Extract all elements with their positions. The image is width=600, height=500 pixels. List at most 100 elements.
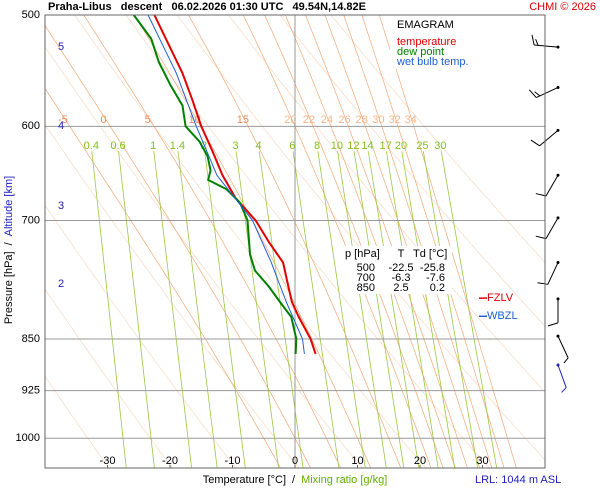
mixing-ratio-label: 2 <box>201 140 207 152</box>
mixing-ratio-line <box>353 151 405 468</box>
wind-staff <box>545 217 559 239</box>
mixing-ratio-label: 0.6 <box>110 140 125 152</box>
dry-adiabat <box>45 46 363 468</box>
y-tick-label: 850 <box>22 333 40 345</box>
table-header: T <box>398 248 405 260</box>
wind-barb <box>556 363 567 393</box>
wind-feather <box>535 193 547 197</box>
y-tick-label: 500 <box>22 9 40 21</box>
mixing-ratio-line <box>91 151 127 468</box>
dry-adiabat <box>45 288 173 468</box>
y-tick-label: 700 <box>22 214 40 226</box>
moist-adiabat <box>83 15 342 468</box>
moist-adiabat <box>378 15 517 468</box>
table-cell: 500 <box>357 262 375 274</box>
mixing-ratio-label: 8 <box>314 140 320 152</box>
table-header: Td [°C] <box>413 248 447 260</box>
profile-line <box>132 14 298 354</box>
table-cell: -25.8 <box>420 262 445 274</box>
mixing-ratio-line <box>422 151 478 468</box>
wind-staff <box>557 364 567 388</box>
moist-adiabat-label: 26 <box>338 114 350 126</box>
legend-label: temperature <box>397 36 456 48</box>
x-axis-title-2: Mixing ratio [g/kg] <box>301 474 387 486</box>
wind-barb <box>530 128 560 147</box>
mixing-ratio-line <box>440 151 498 468</box>
dry-adiabat <box>279 15 545 327</box>
table-cell: -6.3 <box>392 272 411 284</box>
x-axis-title: Temperature [°C] <box>203 474 286 486</box>
wind-staff <box>557 335 569 359</box>
dry-adiabat <box>45 466 46 468</box>
chart-title: Praha-Libus descent 06.02.2026 01:30 UTC… <box>48 1 366 13</box>
legend-label: wet bulb temp. <box>396 56 469 68</box>
dry-adiabat <box>228 15 545 393</box>
mixing-ratio-line <box>337 151 387 468</box>
profile-line <box>147 14 305 354</box>
mixing-ratio-line <box>204 151 246 468</box>
altitude-tick-label: 2 <box>58 278 64 290</box>
wind-feather <box>547 322 559 327</box>
separator: / <box>292 474 296 486</box>
moist-adiabat <box>134 15 372 468</box>
table-cell: 0.2 <box>430 282 445 294</box>
y-axis-title: Pressure [hPa] <box>3 251 15 324</box>
moist-adiabat-label: 15 <box>237 114 249 126</box>
moist-adiabat <box>45 87 281 468</box>
credit: CHMI © 2026 <box>529 1 596 13</box>
x-tick-label: 0 <box>292 455 298 467</box>
moist-adiabat-label: 34 <box>404 114 416 126</box>
wind-feather <box>537 282 548 285</box>
mixing-ratio-label: 10 <box>331 140 343 152</box>
moist-adiabat-label: 0 <box>101 114 107 126</box>
dry-adiabat <box>45 124 300 468</box>
mixing-ratio-label: 4 <box>255 140 261 152</box>
wind-feather <box>535 235 547 240</box>
moist-adiabat <box>361 15 505 468</box>
mixing-ratio-label: 0.4 <box>84 140 99 152</box>
altitude-tick-label: 4 <box>58 120 64 132</box>
overlay: -5 0 5 10 15 20 22 24 26 28 30 32 340.4 0.6 1 1.4 2 3 4 6 8 1… <box>16 9 569 468</box>
mixing-ratio-line <box>385 151 439 468</box>
mixing-ratio-label: 12 <box>347 140 359 152</box>
mixing-ratio-label: 3 <box>232 140 238 152</box>
wind-barb <box>537 261 560 285</box>
y-axis-title: Pressure [hPa] / Altitude [km] <box>3 176 15 324</box>
table-bg <box>340 246 452 294</box>
wind-barb <box>535 173 560 197</box>
moist-adiabat-label: 22 <box>303 114 315 126</box>
wind-staff <box>539 129 559 147</box>
mixing-ratio-label: 1 <box>150 140 156 152</box>
plot-frame <box>44 14 546 469</box>
legend-label: dew point <box>397 46 444 58</box>
y-tick-label: 600 <box>22 120 40 132</box>
mixing-ratio-line <box>292 151 340 468</box>
dry-adiabat <box>45 204 236 468</box>
table-header: p [hPa] <box>345 248 380 260</box>
moist-adiabat-label: 20 <box>284 114 296 126</box>
x-tick-label: -20 <box>162 455 178 467</box>
x-tick-label: 20 <box>414 455 426 467</box>
moist-adiabat <box>188 15 402 468</box>
moist-adiabat <box>343 15 493 468</box>
wind-staff <box>534 44 559 48</box>
level-label: FZLV <box>487 292 514 304</box>
altitude-tick-label: 3 <box>58 200 64 212</box>
wind-feather <box>530 139 540 147</box>
table-cell: -7.6 <box>426 272 445 284</box>
wind-feather <box>561 387 567 393</box>
moist-adiabat <box>264 15 444 468</box>
moist-adiabat-label: 24 <box>321 114 333 126</box>
table-cell: -22.5 <box>388 262 413 274</box>
y-axis-title-2: Altitude [km] <box>3 176 15 237</box>
table-cell: 700 <box>357 272 375 284</box>
plot-area <box>45 15 545 468</box>
mixing-ratio-label: 6 <box>289 140 295 152</box>
mixing-ratio-line <box>118 151 155 468</box>
wind-barb <box>556 334 569 364</box>
moist-adiabat-label: -5 <box>58 114 68 126</box>
x-axis-title: Temperature [°C] / Mixing ratio [g/kg] <box>203 474 388 486</box>
mixing-ratio-line <box>153 151 192 468</box>
moist-adiabat <box>324 15 481 468</box>
dry-adiabat <box>330 15 545 263</box>
